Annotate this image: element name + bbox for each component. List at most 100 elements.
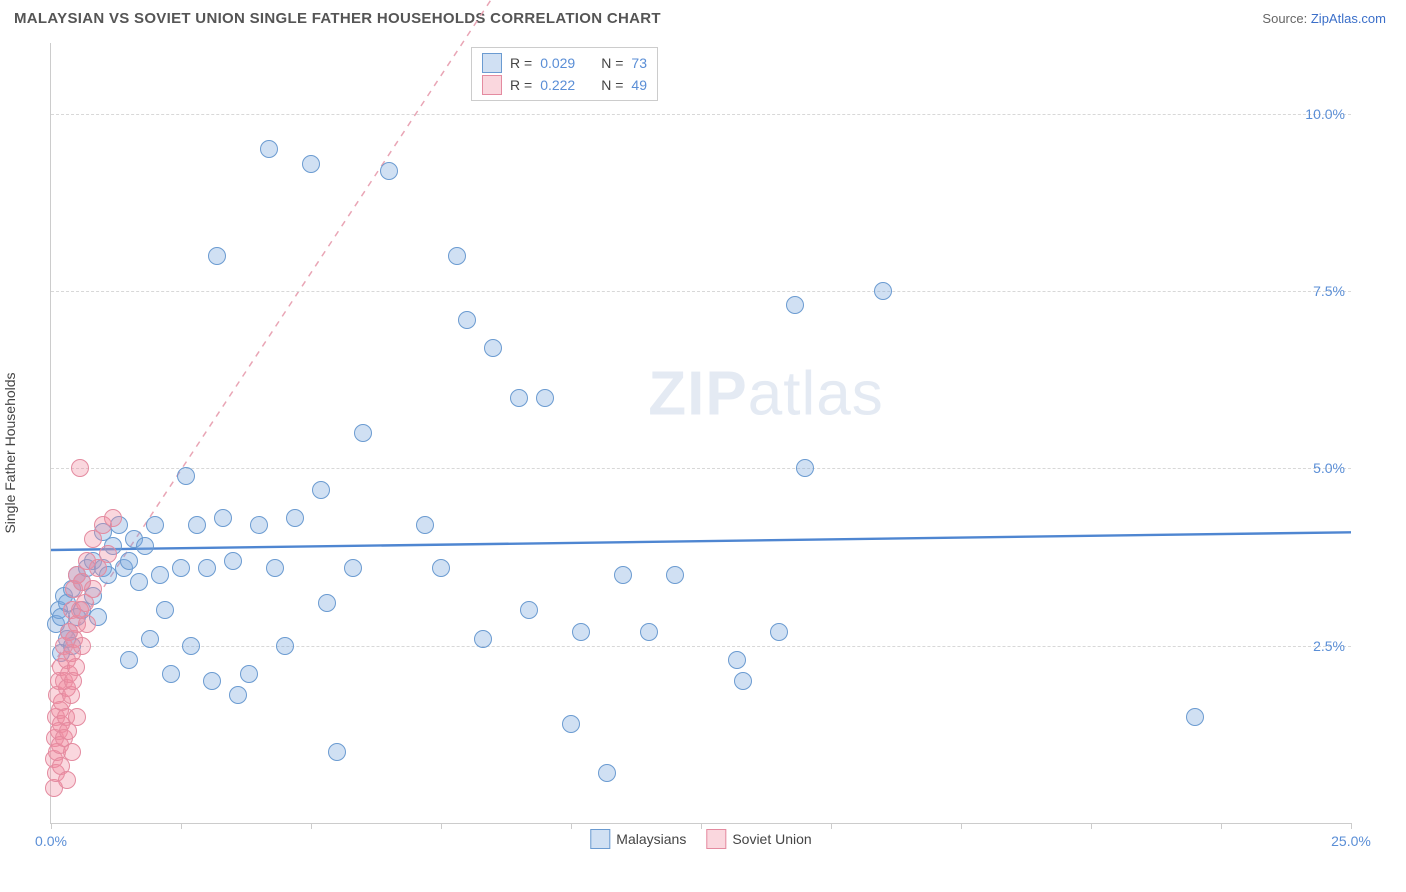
data-point (203, 672, 221, 690)
data-point (536, 389, 554, 407)
y-axis-label: Single Father Households (2, 372, 18, 533)
data-point (99, 545, 117, 563)
data-point (151, 566, 169, 584)
data-point (432, 559, 450, 577)
data-point (130, 573, 148, 591)
gridline (51, 646, 1351, 647)
data-point (770, 623, 788, 641)
data-point (312, 481, 330, 499)
data-point (229, 686, 247, 704)
data-point (354, 424, 372, 442)
data-point (474, 630, 492, 648)
chart-container: Single Father Households ZIPatlas R = 0.0… (0, 33, 1406, 873)
xtick (701, 823, 702, 829)
data-point (172, 559, 190, 577)
stat-n-value: 49 (631, 77, 647, 93)
stat-n-value: 73 (631, 55, 647, 71)
data-point (58, 771, 76, 789)
xtick (181, 823, 182, 829)
data-point (141, 630, 159, 648)
ytick-label: 7.5% (1313, 283, 1345, 299)
trend-lines (51, 43, 1351, 823)
chart-title: MALAYSIAN VS SOVIET UNION SINGLE FATHER … (14, 10, 661, 27)
data-point (250, 516, 268, 534)
data-point (78, 615, 96, 633)
data-point (276, 637, 294, 655)
stat-r-label: R = (510, 55, 532, 71)
stat-r-value: 0.029 (540, 55, 575, 71)
data-point (302, 155, 320, 173)
data-point (104, 509, 122, 527)
data-point (214, 509, 232, 527)
xtick-label: 0.0% (35, 833, 67, 849)
data-point (240, 665, 258, 683)
legend-swatch (482, 75, 502, 95)
data-point (786, 296, 804, 314)
data-point (120, 552, 138, 570)
data-point (84, 580, 102, 598)
ytick-label: 5.0% (1313, 460, 1345, 476)
source-attribution: Source: ZipAtlas.com (1262, 11, 1386, 26)
xtick (51, 823, 52, 829)
gridline (51, 114, 1351, 115)
xtick (1091, 823, 1092, 829)
data-point (416, 516, 434, 534)
data-point (71, 459, 89, 477)
data-point (874, 282, 892, 300)
stats-row: R = 0.029 N = 73 (482, 52, 647, 74)
data-point (67, 658, 85, 676)
data-point (380, 162, 398, 180)
stat-n-label: N = (601, 77, 623, 93)
xtick-label: 25.0% (1331, 833, 1371, 849)
data-point (266, 559, 284, 577)
data-point (666, 566, 684, 584)
data-point (598, 764, 616, 782)
plot-area: ZIPatlas R =0.029N =73R =0.222N =49 Mala… (50, 43, 1351, 824)
xtick (831, 823, 832, 829)
data-point (68, 708, 86, 726)
xtick (1351, 823, 1352, 829)
data-point (572, 623, 590, 641)
legend-item: Malaysians (590, 829, 686, 849)
data-point (120, 651, 138, 669)
data-point (208, 247, 226, 265)
data-point (796, 459, 814, 477)
series-legend: Malaysians Soviet Union (590, 829, 811, 849)
stat-r-label: R = (510, 77, 532, 93)
stat-r-value: 0.222 (540, 77, 575, 93)
data-point (73, 637, 91, 655)
data-point (63, 743, 81, 761)
gridline (51, 468, 1351, 469)
data-point (182, 637, 200, 655)
watermark: ZIPatlas (648, 359, 883, 430)
data-point (640, 623, 658, 641)
data-point (198, 559, 216, 577)
data-point (156, 601, 174, 619)
watermark-atlas: atlas (748, 360, 884, 429)
watermark-zip: ZIP (648, 360, 747, 429)
data-point (177, 467, 195, 485)
legend-swatch (482, 53, 502, 73)
stat-n-label: N = (601, 55, 623, 71)
xtick (441, 823, 442, 829)
data-point (458, 311, 476, 329)
data-point (520, 601, 538, 619)
gridline (51, 291, 1351, 292)
data-point (728, 651, 746, 669)
data-point (146, 516, 164, 534)
xtick (1221, 823, 1222, 829)
xtick (961, 823, 962, 829)
source-label: Source: (1262, 11, 1307, 26)
data-point (328, 743, 346, 761)
ytick-label: 2.5% (1313, 638, 1345, 654)
data-point (286, 509, 304, 527)
data-point (162, 665, 180, 683)
ytick-label: 10.0% (1305, 106, 1345, 122)
source-link[interactable]: ZipAtlas.com (1311, 11, 1386, 26)
stats-legend: R = 0.029 N = 73 R = 0.222 N = 49 (471, 47, 658, 101)
data-point (484, 339, 502, 357)
data-point (448, 247, 466, 265)
legend-label: Soviet Union (732, 831, 811, 847)
stats-row: R = 0.222 N = 49 (482, 74, 647, 96)
data-point (510, 389, 528, 407)
